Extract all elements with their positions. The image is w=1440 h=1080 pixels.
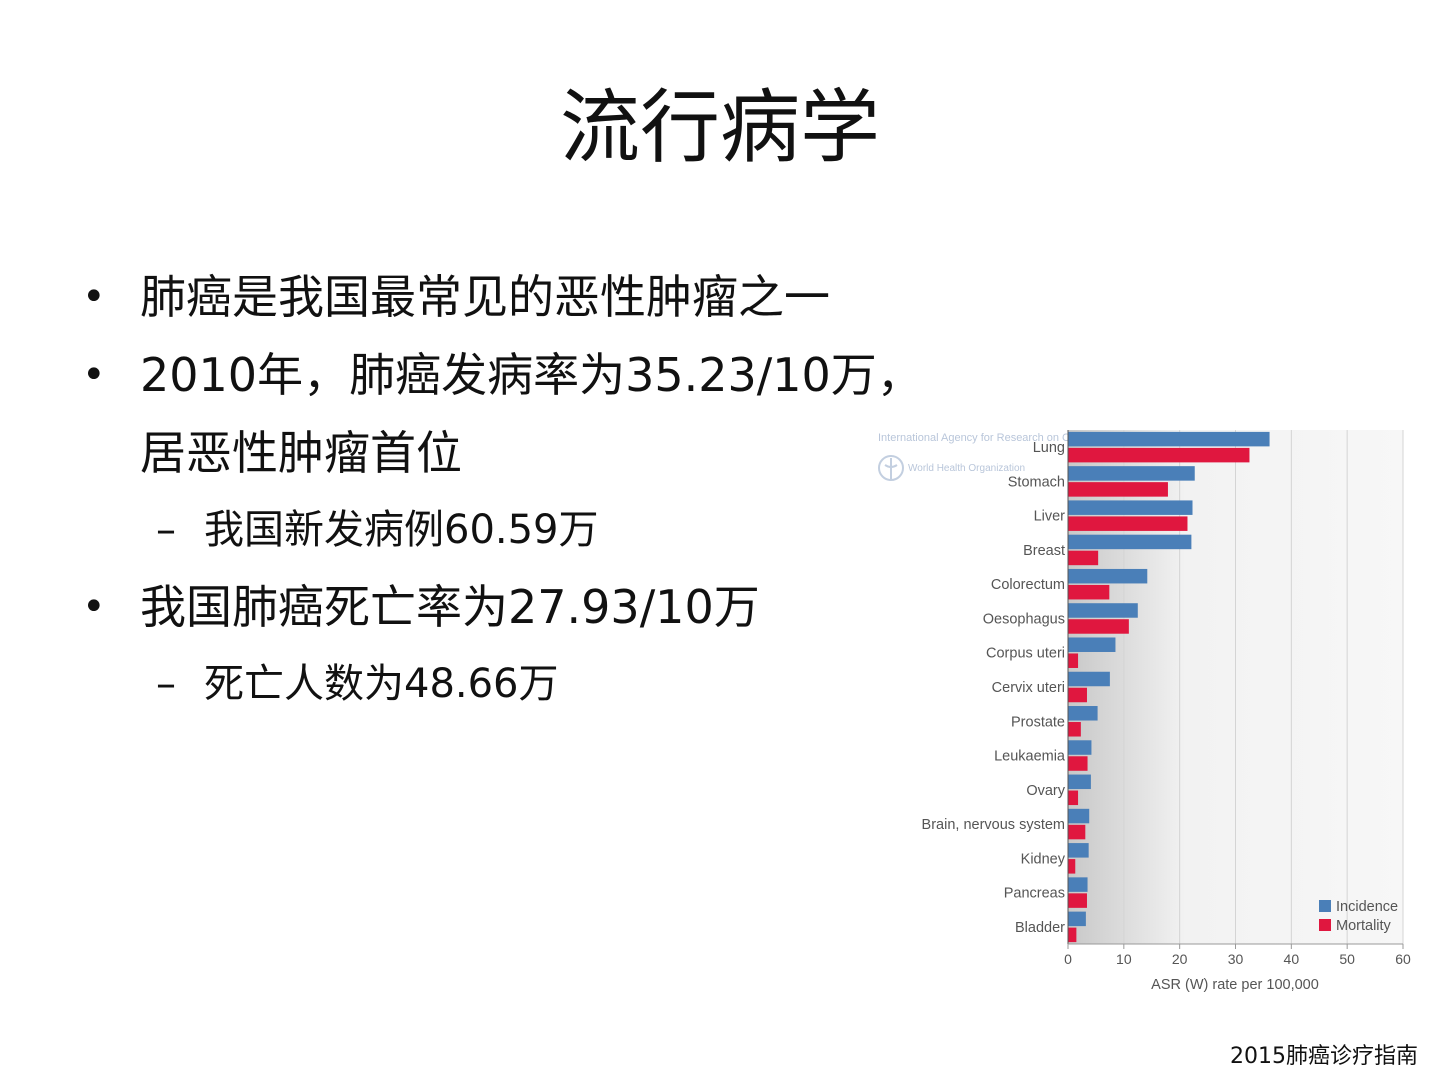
bar-mortality (1068, 585, 1109, 600)
category-label: Stomach (1008, 474, 1065, 490)
bar-mortality (1068, 791, 1078, 806)
category-label: Prostate (1011, 714, 1065, 730)
category-label: Cervix uteri (992, 680, 1065, 696)
legend-label: Mortality (1336, 918, 1392, 934)
bullet-text: 2010年，肺癌发病率为35.23/10万， (140, 348, 923, 402)
bar-mortality (1068, 825, 1085, 840)
bullet-dot: • (82, 258, 106, 336)
cancer-rate-bar-chart: International Agency for Research on Can… (870, 425, 1430, 1005)
bullet-item: • 2010年，肺癌发病率为35.23/10万， (82, 336, 1042, 414)
legend-swatch (1319, 900, 1331, 912)
bar-incidence (1068, 569, 1147, 584)
category-label: Corpus uteri (986, 646, 1065, 662)
x-tick-label: 10 (1116, 951, 1132, 967)
bar-mortality (1068, 551, 1098, 566)
sub-bullet-text: 死亡人数为48.66万 (204, 661, 559, 707)
bar-mortality (1068, 448, 1249, 463)
category-label: Bladder (1015, 920, 1065, 936)
category-label: Liver (1034, 509, 1066, 525)
x-tick-label: 60 (1395, 951, 1411, 967)
legend-label: Incidence (1336, 899, 1398, 915)
bar-incidence (1068, 877, 1088, 892)
footer-source: 2015肺癌诊疗指南 (1230, 1038, 1418, 1070)
legend-swatch (1319, 919, 1331, 931)
bar-incidence (1068, 740, 1091, 755)
watermark-line-2: World Health Organization (908, 463, 1025, 474)
bullet-dot: • (82, 568, 106, 646)
category-label: Lung (1033, 440, 1065, 456)
x-tick-label: 50 (1339, 951, 1355, 967)
bullet-text: 我国肺癌死亡率为27.93/10万 (140, 580, 760, 634)
sub-bullet-dash: – (156, 646, 176, 722)
category-label: Oesophagus (983, 611, 1065, 627)
who-emblem-icon-staff (885, 458, 897, 479)
bar-incidence (1068, 672, 1110, 687)
sub-bullet-text: 我国新发病例60.59万 (204, 507, 599, 553)
category-label: Kidney (1021, 851, 1066, 867)
x-tick-label: 30 (1228, 951, 1244, 967)
x-tick-label: 0 (1064, 951, 1072, 967)
category-label: Ovary (1026, 783, 1065, 799)
bar-incidence (1068, 432, 1270, 447)
bar-mortality (1068, 482, 1168, 497)
bar-mortality (1068, 893, 1087, 908)
bar-mortality (1068, 516, 1187, 531)
bar-incidence (1068, 637, 1115, 652)
x-tick-label: 20 (1172, 951, 1188, 967)
bar-incidence (1068, 535, 1191, 550)
category-label: Breast (1023, 543, 1065, 559)
x-tick-label: 40 (1284, 951, 1300, 967)
bar-mortality (1068, 722, 1081, 737)
bullet-dot: • (82, 336, 106, 414)
category-label: Pancreas (1004, 886, 1065, 902)
x-axis-label: ASR (W) rate per 100,000 (1151, 977, 1319, 993)
bar-mortality (1068, 688, 1087, 703)
category-label: Brain, nervous system (922, 817, 1065, 833)
bullet-text: 居恶性肿瘤首位 (140, 426, 462, 480)
bar-incidence (1068, 912, 1086, 927)
category-label: Leukaemia (994, 749, 1066, 765)
bar-mortality (1068, 928, 1076, 943)
bar-mortality (1068, 859, 1075, 874)
bullet-text: 肺癌是我国最常见的恶性肿瘤之一 (140, 270, 830, 324)
bar-incidence (1068, 775, 1091, 790)
category-label: Colorectum (991, 577, 1065, 593)
bar-incidence (1068, 603, 1138, 618)
bar-incidence (1068, 809, 1089, 824)
bar-mortality (1068, 756, 1088, 771)
bar-incidence (1068, 500, 1193, 515)
bar-incidence (1068, 843, 1089, 858)
bullet-item: • 肺癌是我国最常见的恶性肿瘤之一 (82, 258, 1042, 336)
bar-mortality (1068, 653, 1078, 668)
slide-title: 流行病学 (0, 78, 1440, 178)
bar-mortality (1068, 619, 1129, 634)
bar-incidence (1068, 466, 1195, 481)
sub-bullet-dash: – (156, 492, 176, 568)
bar-incidence (1068, 706, 1098, 721)
